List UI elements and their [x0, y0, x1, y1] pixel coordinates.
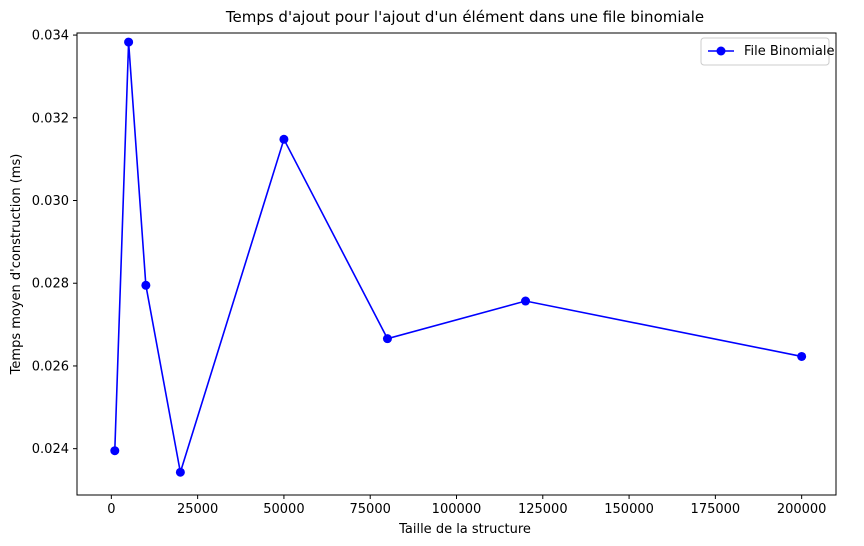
y-tick-label: 0.034 [32, 29, 69, 44]
data-point [141, 280, 151, 290]
y-tick-label: 0.024 [32, 442, 69, 457]
legend: File Binomiale [700, 37, 834, 66]
x-tick-label: 125000 [518, 502, 568, 517]
x-tick-label: 25000 [177, 502, 218, 517]
legend-label: File Binomiale [744, 44, 834, 59]
x-tick-label: 150000 [604, 502, 654, 517]
data-point [110, 446, 120, 456]
y-tick-label: 0.030 [32, 194, 69, 209]
y-tick-label: 0.032 [32, 111, 69, 126]
plot-area [76, 32, 837, 496]
series-line [113, 42, 802, 473]
x-tick-label: 0 [107, 502, 115, 517]
legend-dot-marker [716, 46, 726, 56]
x-tick-label: 200000 [777, 502, 827, 517]
y-tick-label: 0.028 [32, 277, 69, 292]
y-axis: 0.024 0.026 0.028 0.030 0.032 0.034 [32, 29, 77, 457]
data-point [521, 296, 531, 306]
x-tick-label: 75000 [350, 502, 391, 517]
x-tick-label: 100000 [432, 502, 482, 517]
legend-box [700, 37, 830, 66]
series-layer [110, 37, 807, 477]
data-point [382, 334, 392, 344]
data-point [279, 134, 289, 144]
x-axis-label: Taille de la structure [398, 522, 531, 537]
data-point [175, 467, 185, 477]
y-tick-label: 0.026 [32, 359, 69, 374]
y-axis-label: Temps moyen d'construction (ms) [9, 154, 24, 376]
x-tick-label: 50000 [263, 502, 304, 517]
data-point [797, 351, 807, 361]
x-axis: 0 25000 50000 75000 100000 125000 150000 175000… [107, 495, 826, 517]
data-point [124, 37, 134, 47]
x-tick-label: 175000 [691, 502, 741, 517]
chart-title: Temps d'ajout pour l'ajout d'un élément … [225, 8, 704, 26]
